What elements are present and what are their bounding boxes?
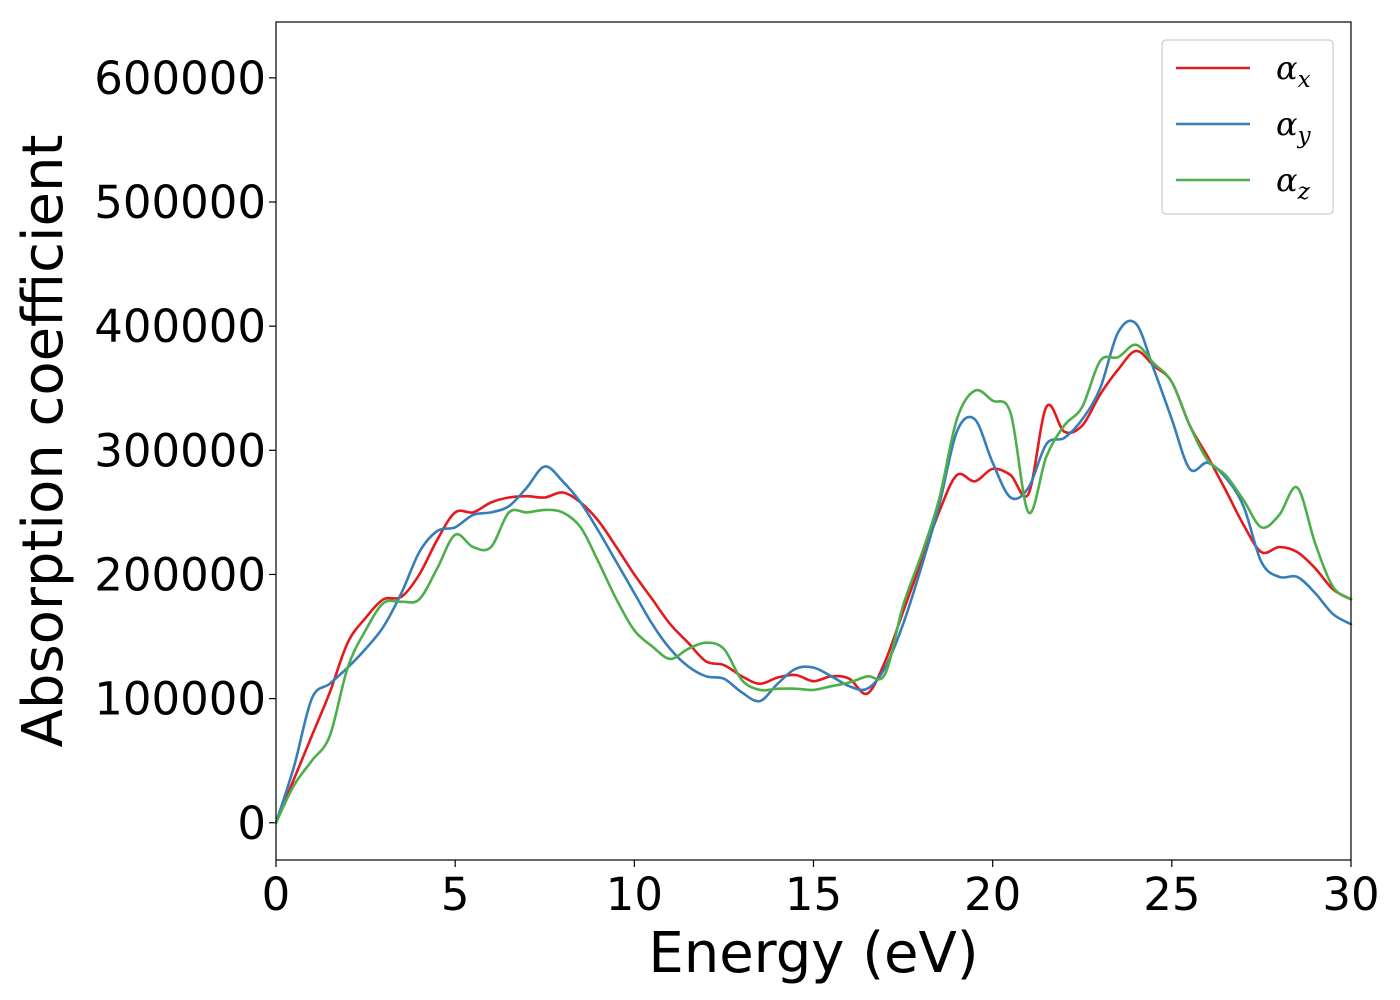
y-tick-label: 100000 xyxy=(94,673,266,726)
series-layer xyxy=(274,319,1353,825)
x-tick-label: 15 xyxy=(785,868,842,921)
x-axis-label: Energy (eV) xyxy=(648,921,978,986)
x-tick-label: 30 xyxy=(1322,868,1379,921)
legend: αx αy αz xyxy=(1161,39,1334,215)
x-tick-label: 20 xyxy=(964,868,1021,921)
y-axis-ticks: 0 100000 200000 300000 400000 500000 600000 xyxy=(94,52,276,850)
x-tick-label: 5 xyxy=(441,868,470,921)
legend-label-alpha-z: αz xyxy=(1276,161,1311,205)
x-tick-label: 25 xyxy=(1143,868,1200,921)
y-tick-label: 600000 xyxy=(94,52,266,105)
y-tick-label: 300000 xyxy=(94,424,266,477)
series-line-alpha-y xyxy=(274,319,1353,825)
plot-frame xyxy=(275,21,1352,861)
x-tick-label: 0 xyxy=(262,868,291,921)
y-tick-label: 0 xyxy=(237,797,266,850)
y-axis-label: Absorption coefficient xyxy=(11,135,76,748)
legend-label-alpha-x: αx xyxy=(1276,49,1311,93)
y-tick-label: 400000 xyxy=(94,300,266,353)
y-tick-label: 500000 xyxy=(94,176,266,229)
x-tick-label: 10 xyxy=(606,868,663,921)
legend-box xyxy=(1161,39,1334,215)
legend-label-alpha-y: αy xyxy=(1276,105,1312,149)
series-line-alpha-x xyxy=(274,349,1353,825)
y-tick-label: 200000 xyxy=(94,548,266,601)
x-axis-ticks: 0 5 10 15 20 25 30 xyxy=(262,860,1380,921)
series-line-alpha-z xyxy=(274,343,1353,825)
